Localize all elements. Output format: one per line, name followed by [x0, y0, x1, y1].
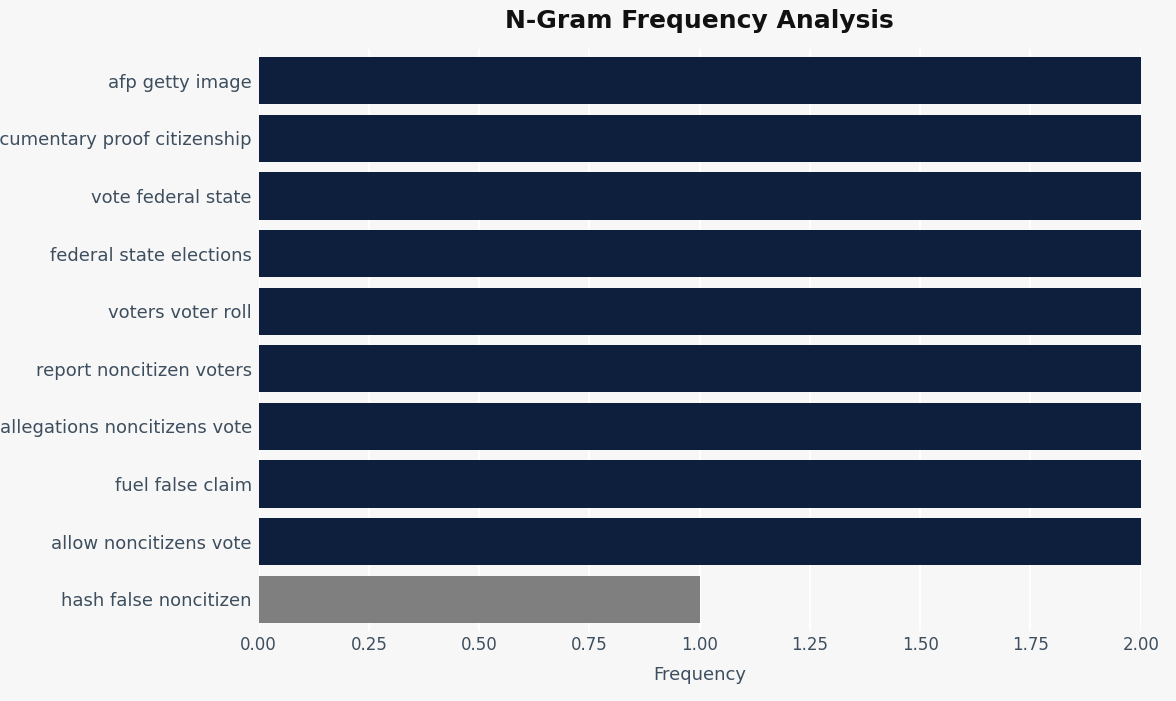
- Bar: [259, 287, 1141, 335]
- Bar: [259, 172, 1141, 219]
- Title: N-Gram Frequency Analysis: N-Gram Frequency Analysis: [506, 9, 894, 33]
- Bar: [259, 518, 1141, 565]
- Bar: [259, 461, 1141, 508]
- Bar: [259, 345, 1141, 393]
- Bar: [259, 57, 1141, 104]
- Bar: [259, 576, 700, 622]
- Bar: [259, 115, 1141, 162]
- Bar: [259, 230, 1141, 277]
- Bar: [259, 403, 1141, 450]
- X-axis label: Frequency: Frequency: [653, 665, 747, 683]
